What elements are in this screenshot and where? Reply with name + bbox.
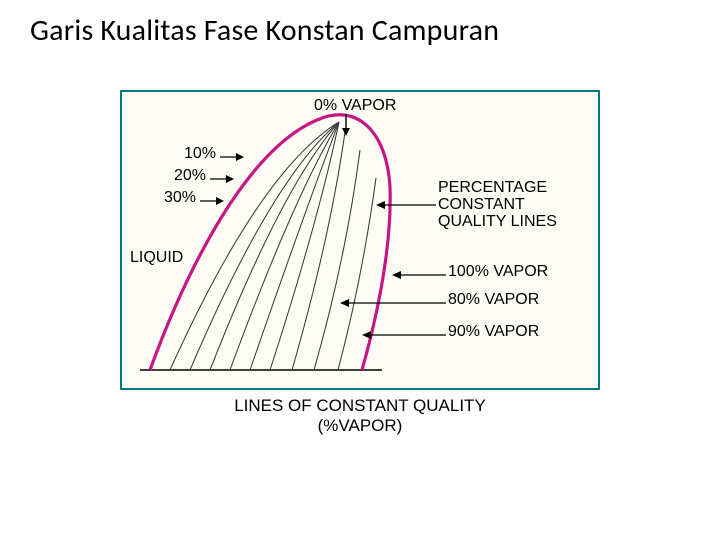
label-100-vapor: 100% VAPOR: [448, 264, 548, 281]
label-liquid: LIQUID: [130, 250, 183, 267]
label-90-vapor: 90% VAPOR: [448, 324, 539, 341]
label-20: 20%: [174, 168, 206, 185]
label-annotation: PERCENTAGE CONSTANT QUALITY LINES: [438, 180, 557, 230]
figure-caption: LINES OF CONSTANT QUALITY (%VAPOR): [120, 396, 600, 435]
diagram-svg: [122, 92, 598, 388]
label-10: 10%: [184, 146, 216, 163]
label-0-vapor: 0% VAPOR: [314, 98, 396, 115]
page-title: Garis Kualitas Fase Konstan Campuran: [30, 12, 499, 49]
phase-envelope-figure: 0% VAPOR 10% 20% 30% LIQUID PERCENTAGE C…: [120, 90, 600, 390]
label-80-vapor: 80% VAPOR: [448, 292, 539, 309]
label-30: 30%: [164, 190, 196, 207]
diagram-bg: [122, 92, 598, 388]
